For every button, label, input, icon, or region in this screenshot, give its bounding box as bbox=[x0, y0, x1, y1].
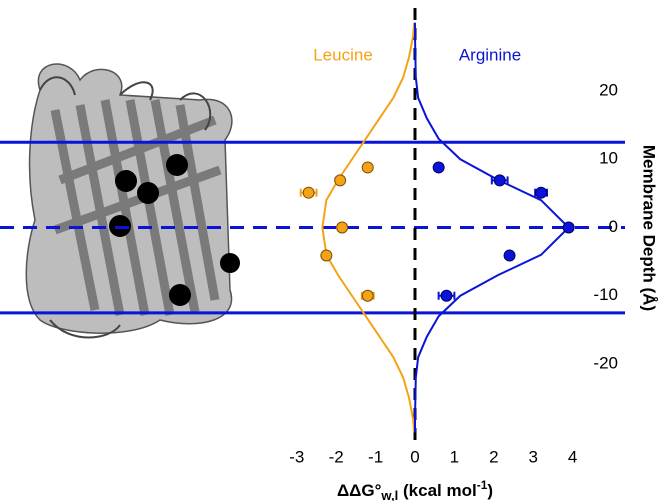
data-point bbox=[335, 175, 346, 186]
x-tick-label: 2 bbox=[489, 447, 498, 466]
x-tick-label: -3 bbox=[289, 447, 304, 466]
data-point bbox=[303, 187, 314, 198]
x-label-sub: w,l bbox=[380, 488, 398, 501]
y-tick-label: -10 bbox=[593, 285, 618, 304]
y-tick-label: 0 bbox=[609, 217, 618, 236]
y-tick-label: 10 bbox=[599, 149, 618, 168]
data-point bbox=[504, 250, 515, 261]
series-label: Leucine bbox=[313, 45, 373, 64]
x-label-unit: (kcal mol bbox=[398, 481, 476, 500]
data-point bbox=[362, 290, 373, 301]
data-point bbox=[362, 162, 373, 173]
y-axis-label: Membrane Depth (Å) bbox=[640, 145, 659, 311]
x-tick-label: 4 bbox=[568, 447, 577, 466]
data-point bbox=[536, 187, 547, 198]
x-tick-label: 0 bbox=[410, 447, 419, 466]
data-point bbox=[433, 162, 444, 173]
chart: -3-2-101234-20-1001020LeucineArginine ΔΔ… bbox=[0, 0, 662, 501]
y-tick-label: 20 bbox=[599, 80, 618, 99]
x-label-main: ΔΔG° bbox=[337, 481, 382, 500]
x-tick-label: 1 bbox=[450, 447, 459, 466]
x-tick-label: -2 bbox=[329, 447, 344, 466]
data-point bbox=[494, 175, 505, 186]
x-tick-label: 3 bbox=[528, 447, 537, 466]
data-point bbox=[563, 222, 574, 233]
x-tick-label: -1 bbox=[368, 447, 383, 466]
y-tick-label: -20 bbox=[593, 353, 618, 372]
series-label: Arginine bbox=[459, 45, 521, 64]
data-point bbox=[337, 222, 348, 233]
protein-illustration bbox=[26, 64, 240, 338]
x-label-sup: -1 bbox=[477, 478, 488, 492]
x-axis-label: ΔΔG°w,l (kcal mol-1) bbox=[337, 478, 493, 501]
x-label-close: ) bbox=[487, 481, 493, 500]
data-point bbox=[321, 250, 332, 261]
data-point bbox=[441, 290, 452, 301]
